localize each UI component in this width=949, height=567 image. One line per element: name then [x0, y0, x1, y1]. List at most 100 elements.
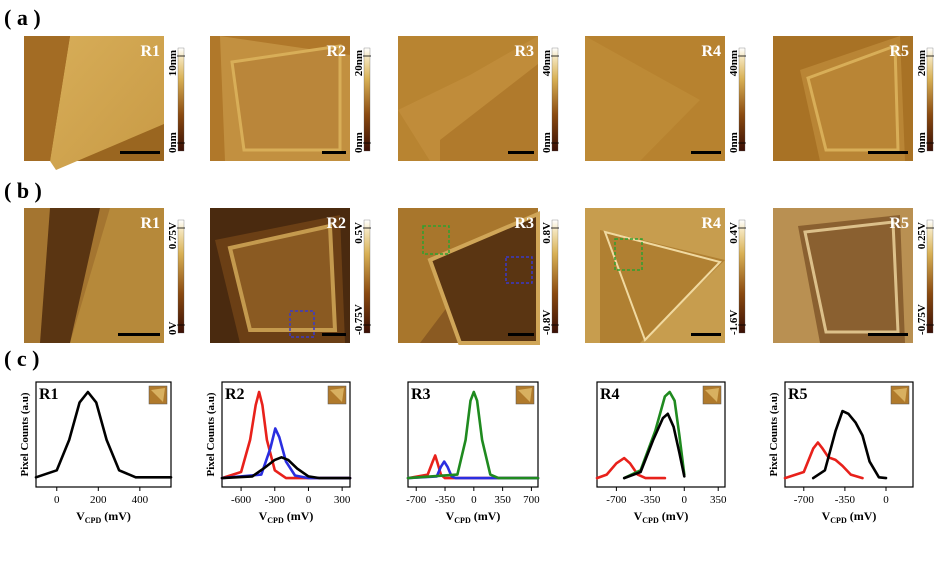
colorbar — [551, 219, 559, 334]
colorbar-min-label: 0nm — [916, 132, 928, 153]
x-tick-label: -600 — [231, 494, 252, 506]
series-line-blue — [220, 427, 352, 480]
topo-image-r5 — [773, 36, 913, 161]
series-line-green — [406, 390, 540, 480]
series-line-black — [811, 409, 888, 480]
colorbar-max-label: 0.5V — [353, 222, 365, 244]
topo-image-r2 — [210, 36, 350, 161]
region-label: R1 — [140, 215, 160, 232]
colorbar — [738, 219, 746, 334]
colorbar — [363, 47, 371, 152]
series-line-red — [406, 454, 540, 480]
topo-image-r1 — [24, 36, 164, 170]
colorbar-max-label: 10nm — [167, 50, 179, 76]
x-axis-label: VCPD (mV) — [259, 509, 314, 525]
region-label: R4 — [600, 386, 620, 403]
colorbar-min-label: 0nm — [541, 132, 553, 153]
region-label: R3 — [411, 386, 431, 403]
colorbar-min-label: 0V — [167, 322, 179, 336]
chart-r2: R2 -600 -300 0 300 VCPD (mV) Pixel Counts (a.u… — [205, 381, 352, 525]
colorbar-min-label: -0.75V — [353, 304, 365, 335]
colorbar-max-label: 0.25V — [916, 222, 928, 249]
x-tick-label: -700 — [794, 494, 815, 506]
chart-r3: R3 -700 -350 0 350 700 VCPD (mV) — [406, 381, 540, 525]
x-tick-label: 0 — [682, 494, 688, 506]
green-roi-box — [614, 238, 643, 271]
plot-frame — [784, 381, 914, 488]
x-tick-label: 300 — [334, 494, 351, 506]
kpfm-image-r1 — [24, 208, 164, 343]
colorbar-min-label: 0nm — [728, 132, 740, 153]
colorbar-max-label: 20nm — [353, 50, 365, 76]
colorbar-min-label: -1.6V — [728, 310, 740, 335]
inset-thumbnail-shape — [151, 388, 165, 402]
colorbar-max-label: 0.4V — [728, 222, 740, 244]
x-axis-label: VCPD (mV) — [446, 509, 501, 525]
inset-thumbnail-shape — [518, 388, 532, 402]
y-axis-label: Pixel Counts (a.u) — [768, 392, 780, 476]
series-line-black — [220, 456, 352, 480]
colorbar-max-label: 40nm — [728, 50, 740, 76]
colorbar-min-label: -0.8V — [541, 310, 553, 335]
region-label: R2 — [326, 43, 346, 60]
colorbar-max-label: 0.75V — [167, 222, 179, 249]
y-axis-label: Pixel Counts (a.u) — [205, 392, 217, 476]
series-line-red — [220, 390, 352, 480]
scale-bar — [120, 151, 160, 154]
region-label: R2 — [225, 386, 245, 403]
region-label: R3 — [514, 215, 534, 232]
blue-roi-box — [289, 310, 315, 338]
plot-frame — [596, 381, 726, 488]
x-tick-label: -350 — [435, 494, 456, 506]
region-label: R1 — [140, 43, 160, 60]
region-label: R5 — [889, 215, 909, 232]
colorbar-max-label: 20nm — [916, 50, 928, 76]
panel-label-c: ( c ) — [4, 346, 39, 371]
colorbar-min-label: 0nm — [167, 132, 179, 153]
blue-roi-box — [505, 256, 533, 284]
x-tick-label: -700 — [406, 494, 427, 506]
inset-thumbnail-shape — [705, 388, 719, 402]
colorbar — [738, 47, 746, 152]
series-line-red — [595, 456, 667, 480]
x-axis-label: VCPD (mV) — [76, 509, 131, 525]
colorbar-max-label: 0.8V — [541, 222, 553, 244]
panel-label-b: ( b ) — [4, 178, 42, 203]
x-tick-label: 400 — [132, 494, 149, 506]
chart-r4: R4 -700 -350 0 350 VCPD (mV) — [595, 381, 727, 525]
x-tick-label: 200 — [90, 494, 107, 506]
x-axis-label: VCPD (mV) — [822, 509, 877, 525]
region-label: R4 — [701, 43, 721, 60]
plot-frame — [221, 381, 351, 488]
green-roi-box — [422, 225, 450, 255]
chart-r5: R5 -700 -350 0 VCPD (mV) Pixel Counts (a.u) — [768, 381, 914, 525]
topo-image-r4 — [585, 36, 725, 161]
colorbar-max-label: 40nm — [541, 50, 553, 76]
row-a: R1 R2 R3 R4 R5 — [24, 36, 913, 170]
series-line-black — [622, 412, 686, 480]
topo-image-r3 — [398, 36, 538, 161]
x-tick-label: -300 — [265, 494, 286, 506]
region-label: R5 — [889, 43, 909, 60]
inset-thumbnail-shape — [330, 388, 344, 402]
kpfm-image-r3 — [398, 208, 540, 345]
x-tick-label: 350 — [710, 494, 727, 506]
x-tick-label: 0 — [54, 494, 60, 506]
colorbar — [926, 219, 934, 334]
colorbar — [926, 47, 934, 152]
y-axis-label: Pixel Counts (a.u) — [19, 392, 31, 476]
kpfm-image-r4 — [585, 208, 725, 343]
region-label: R4 — [701, 215, 721, 232]
colorbar — [177, 47, 185, 152]
region-label: R1 — [39, 386, 59, 403]
series-line-black — [34, 390, 173, 479]
kpfm-image-r5 — [773, 208, 913, 343]
row-b: R1 R2 R3 R4 R5 — [24, 208, 913, 345]
x-tick-label: 700 — [523, 494, 540, 506]
x-tick-label: -350 — [640, 494, 661, 506]
x-tick-label: 0 — [306, 494, 312, 506]
panel-label-a: ( a ) — [4, 5, 41, 30]
x-tick-label: 0 — [471, 494, 477, 506]
